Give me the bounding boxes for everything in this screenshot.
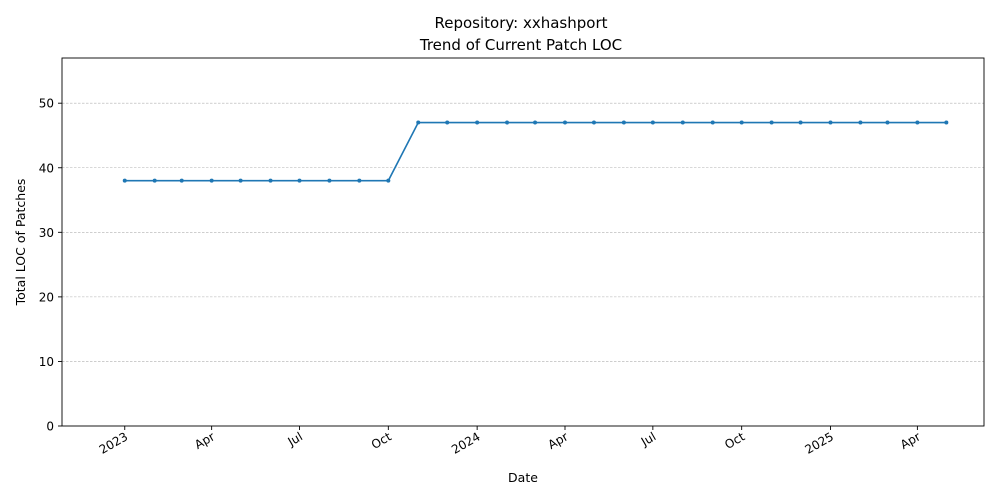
data-point <box>327 178 332 183</box>
plot-frame <box>61 57 985 427</box>
data-point <box>769 120 774 125</box>
y-axis-ticks: 0 10 20 30 40 50 <box>39 97 62 434</box>
y-axis-label: Total LOC of Patches <box>13 179 28 307</box>
x-tick-label: 2024 <box>449 429 482 456</box>
data-point <box>591 120 596 125</box>
data-point <box>209 178 214 183</box>
data-point <box>445 120 450 125</box>
data-point <box>562 120 567 125</box>
data-point <box>944 120 949 125</box>
y-tick-label: 20 <box>39 290 54 304</box>
data-point <box>268 178 273 183</box>
gridlines <box>62 102 984 362</box>
data-point <box>621 120 626 125</box>
data-point <box>915 120 920 125</box>
x-axis-ticks: 2023 Apr Jul Oct 2024 Apr Jul Oct 2025 Apr <box>97 426 923 457</box>
chart-subtitle: Trend of Current Patch LOC <box>419 36 622 54</box>
x-tick-label: Apr <box>898 429 923 452</box>
x-tick-label: 2023 <box>97 429 130 456</box>
y-tick-label: 30 <box>39 226 54 240</box>
data-point <box>238 178 243 183</box>
data-point <box>885 120 890 125</box>
x-tick-label: Jul <box>638 429 658 449</box>
series-line <box>124 121 947 182</box>
x-tick-label: Oct <box>369 429 394 452</box>
data-point <box>179 178 184 183</box>
y-tick-label: 50 <box>39 97 54 111</box>
x-tick-label: Apr <box>546 429 571 452</box>
data-point <box>533 120 538 125</box>
x-tick-label: Oct <box>722 429 747 452</box>
data-point <box>505 120 510 125</box>
x-tick-label: Apr <box>192 429 217 452</box>
x-tick-label: Jul <box>285 429 305 449</box>
data-point <box>357 178 362 183</box>
data-point <box>386 178 391 183</box>
y-tick-label: 0 <box>46 420 54 434</box>
y-tick-label: 10 <box>39 355 54 369</box>
data-point <box>680 120 685 125</box>
data-point <box>828 120 833 125</box>
chart-title: Repository: xxhashport <box>434 14 607 32</box>
data-point <box>122 178 127 183</box>
series-layer <box>122 120 949 183</box>
data-point <box>416 120 421 125</box>
y-tick-label: 40 <box>39 161 54 175</box>
data-point <box>739 120 744 125</box>
data-point <box>710 120 715 125</box>
x-tick-label: 2025 <box>803 429 836 456</box>
data-point <box>858 120 863 125</box>
data-point <box>475 120 480 125</box>
data-point <box>650 120 655 125</box>
data-point <box>152 178 157 183</box>
x-axis-label: Date <box>508 470 538 485</box>
data-point <box>798 120 803 125</box>
data-point <box>297 178 302 183</box>
